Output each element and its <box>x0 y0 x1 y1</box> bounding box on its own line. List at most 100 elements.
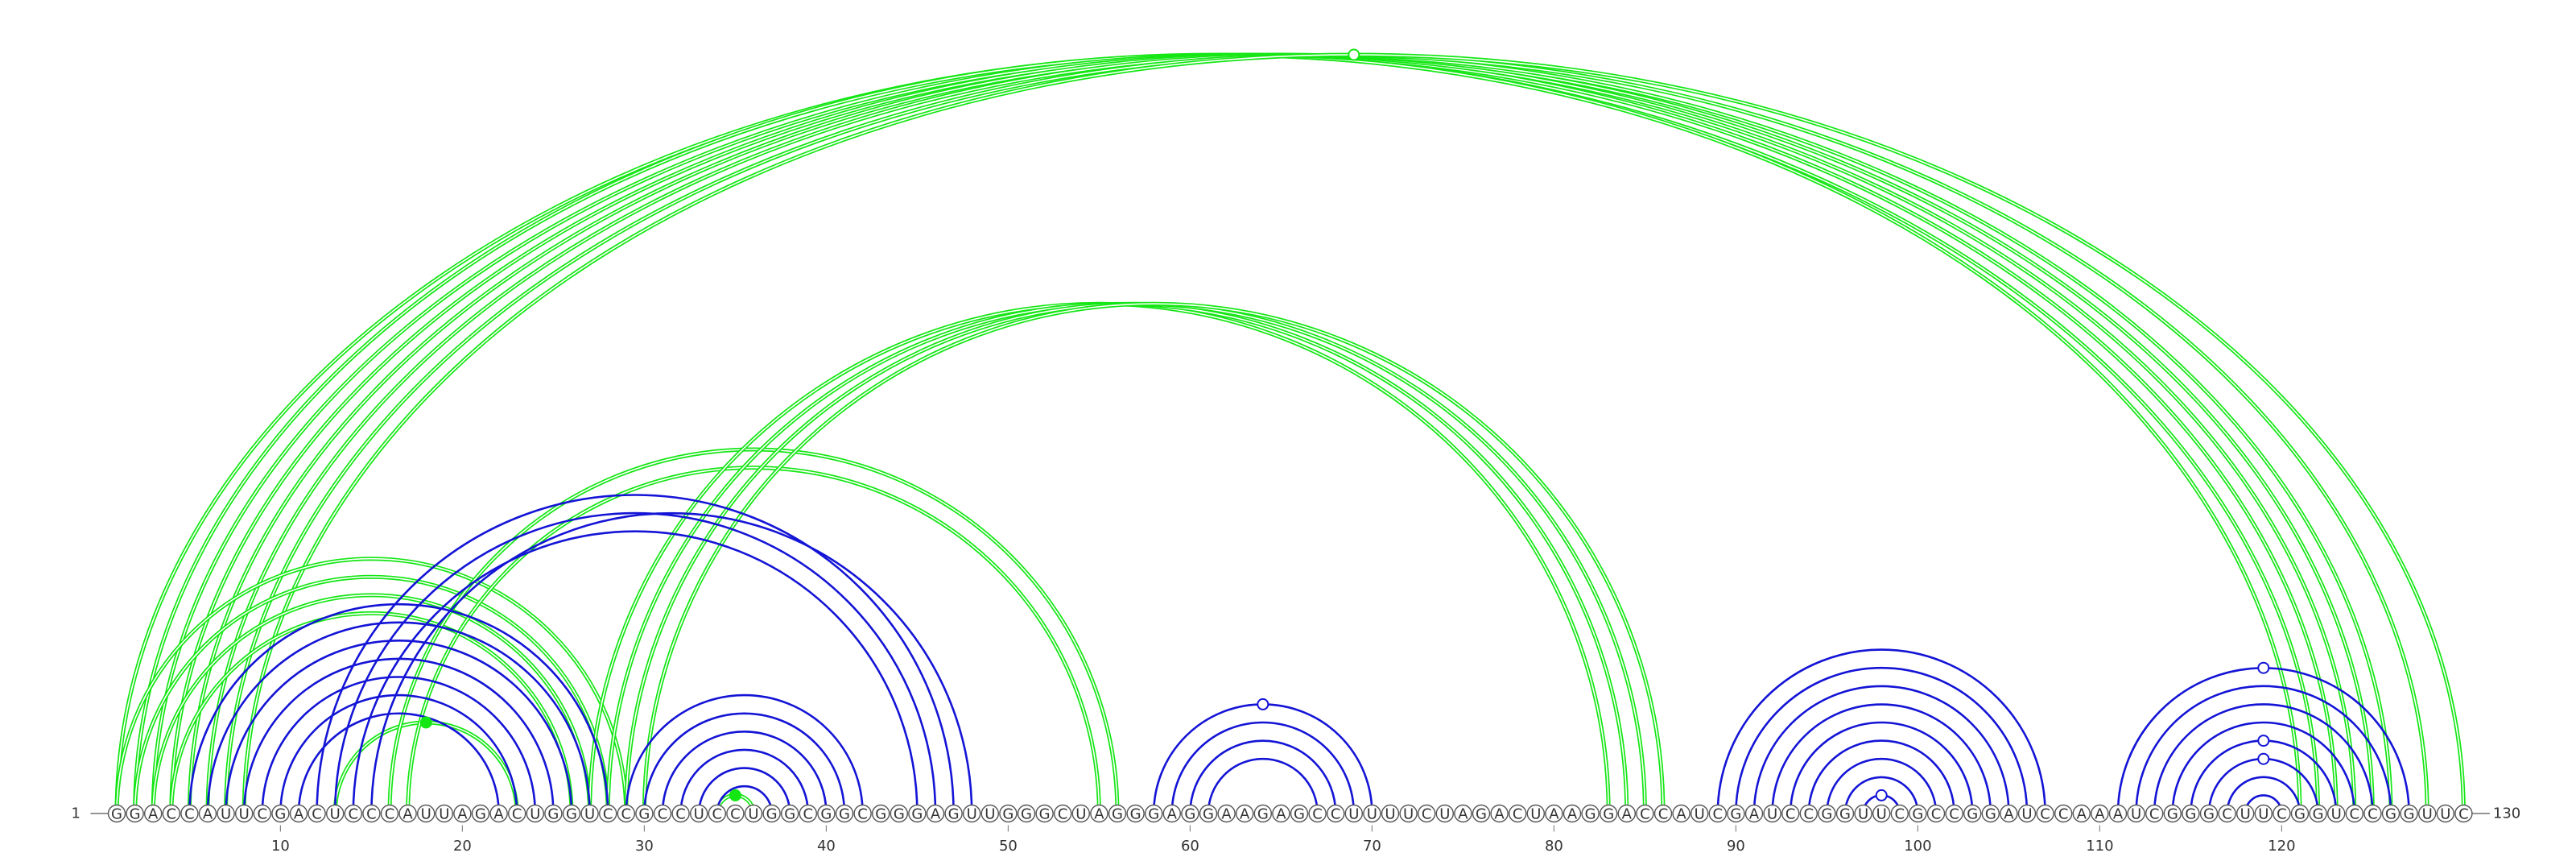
nucleotide-circle <box>2036 804 2054 823</box>
nucleotide-label: C <box>803 806 814 823</box>
nucleotide-circle <box>1181 804 1199 823</box>
nucleotide-circle <box>726 804 745 823</box>
green-arc-outline <box>187 52 2375 814</box>
nucleotide-circle <box>671 804 690 823</box>
nucleotide-label: U <box>694 806 704 823</box>
nucleotide-label: C <box>658 806 668 823</box>
nucleotide-label: C <box>167 806 177 823</box>
nucleotide-circle <box>1617 804 1637 823</box>
blue-arc <box>1716 648 2046 814</box>
nucleotide-circle <box>217 804 235 823</box>
nucleotide-label: C <box>2040 806 2050 823</box>
nucleotide-circle <box>890 804 909 823</box>
nucleotide-label: A <box>1622 806 1633 823</box>
nucleotide-circle <box>2091 804 2109 823</box>
nucleotide-circle <box>1199 804 1218 823</box>
nucleotide-circle <box>1763 804 1781 823</box>
nucleotide-circle <box>708 804 726 823</box>
nucleotide-label: G <box>1603 806 1614 823</box>
nucleotide-label: C <box>385 806 395 823</box>
nucleotide-label: G <box>1039 806 1051 823</box>
nucleotide-label: A <box>1458 806 1468 823</box>
nucleotide-label: G <box>1985 806 1996 823</box>
nucleotide-circle <box>1053 804 1072 823</box>
nucleotide-label: G <box>1257 806 1269 823</box>
nucleotide-label: G <box>1294 806 1305 823</box>
nucleotide-circle <box>1690 804 1709 823</box>
nucleotide-circle <box>143 804 163 823</box>
blue-arc <box>206 621 591 814</box>
blue-arc <box>352 530 919 814</box>
nucleotide-circle <box>1581 804 1600 823</box>
nucleotide-circle <box>1872 804 1891 823</box>
nucleotide-label: U <box>2131 806 2141 823</box>
nucleotide-circle <box>653 804 672 823</box>
nucleotide-label: A <box>1276 806 1286 823</box>
nucleotide-label: A <box>1167 806 1178 823</box>
nucleotide-circle <box>835 804 854 823</box>
nucleotide-circle <box>1818 804 1836 823</box>
nucleotide-circle <box>180 804 199 823</box>
green-arc-core <box>188 54 2374 814</box>
green-arc-core <box>607 303 1628 814</box>
green-arcs <box>114 52 2466 814</box>
nucleotide-circle <box>1417 804 1436 823</box>
nucleotide-circle <box>308 804 326 823</box>
nucleotide-circle <box>508 804 526 823</box>
nucleotide-circle <box>799 804 817 823</box>
nucleotide-label: U <box>748 806 758 823</box>
nucleotide-circle <box>344 804 362 823</box>
nucleotide-circle <box>1653 804 1673 823</box>
nucleotide-label: C <box>2222 806 2232 823</box>
nucleotide-label: G <box>875 806 886 823</box>
tick-label: 110 <box>2086 838 2113 855</box>
green-arc-core <box>625 303 1646 814</box>
blue-arc <box>333 511 937 814</box>
nucleotide-circle <box>1035 804 1054 823</box>
blue-arc <box>1843 776 1919 814</box>
nucleotide-circle <box>1599 804 1618 823</box>
blue-arc <box>1826 757 1938 814</box>
nucleotide-label: U <box>1695 806 1705 823</box>
nucleotide-circle <box>2400 804 2418 823</box>
nucleotide-label: U <box>1075 806 1086 823</box>
blue-arc <box>643 712 846 814</box>
nucleotide-circle <box>1981 804 2000 823</box>
nucleotide-label: C <box>1422 806 1432 823</box>
nucleotide-label: U <box>584 806 595 823</box>
nucleotide-label: U <box>330 806 341 823</box>
blue-arc <box>370 511 973 814</box>
nucleotide-label: U <box>2422 806 2433 823</box>
nucleotide-label: A <box>2095 806 2105 823</box>
blue-arc <box>1189 739 1337 814</box>
nucleotide-label: U <box>1385 806 1395 823</box>
nucleotide-label: G <box>766 806 778 823</box>
nucleotide-circle <box>781 804 799 823</box>
arc-apex-marker <box>1348 48 1360 61</box>
nucleotide-circle <box>1308 804 1327 823</box>
nucleotide-circle <box>1071 804 1091 823</box>
nucleotide-circle <box>1326 804 1345 823</box>
blue-arc <box>2226 776 2301 814</box>
nucleotide-circle <box>962 804 981 823</box>
nucleotide-circle <box>1854 804 1872 823</box>
nucleotide-circle <box>2454 804 2473 823</box>
nucleotide-circle <box>2345 804 2364 823</box>
nucleotide-label: U <box>1858 806 1868 823</box>
nucleotide-circle <box>253 804 271 823</box>
nucleotide-circle <box>2309 804 2327 823</box>
green-arc-outline <box>114 52 2321 814</box>
nucleotide-label: G <box>1585 806 1596 823</box>
nucleotide-circle <box>235 804 254 823</box>
nucleotide-label: C <box>512 806 522 823</box>
blue-arcs <box>188 494 2410 814</box>
nucleotide-circle <box>526 804 544 823</box>
blue-arc <box>2171 721 2356 814</box>
nucleotide-circle <box>1727 804 1745 823</box>
nucleotide-circle <box>2072 804 2091 823</box>
nucleotide-label: G <box>894 806 905 823</box>
nucleotide-label: A <box>1676 806 1686 823</box>
nucleotide-circle <box>999 804 1018 823</box>
green-arc-core <box>152 594 591 814</box>
green-arc-outline <box>588 301 1611 814</box>
